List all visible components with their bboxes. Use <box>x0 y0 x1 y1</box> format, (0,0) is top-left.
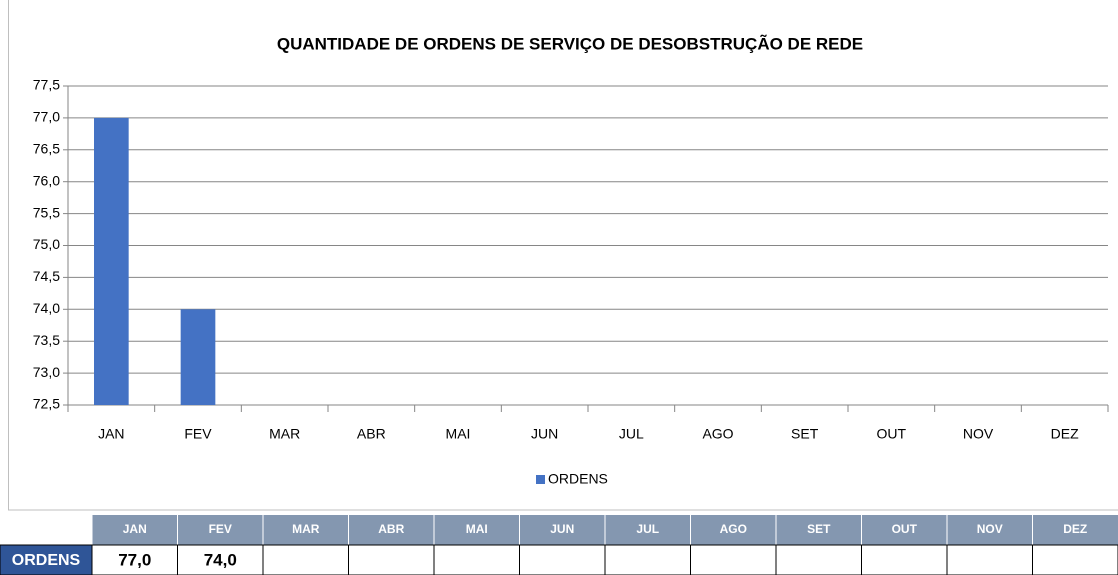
y-tick-label: 73,5 <box>33 332 60 348</box>
table-cell <box>861 544 948 575</box>
table-header: MAR <box>292 522 320 536</box>
x-tick-label: DEZ <box>1051 426 1079 442</box>
y-tick-label: 75,5 <box>33 204 60 220</box>
x-tick-label: AGO <box>702 426 733 442</box>
chart-title: QUANTIDADE DE ORDENS DE SERVIÇO DE DESOB… <box>277 33 863 53</box>
y-tick-label: 76,0 <box>33 172 60 188</box>
table-header: MAI <box>466 522 488 536</box>
y-tick-label: 77,5 <box>33 77 60 93</box>
table-header: FEV <box>209 522 232 536</box>
table-cell <box>433 544 520 575</box>
table-cell <box>1032 544 1118 575</box>
table-header: JUN <box>550 522 574 536</box>
table-cell <box>348 544 435 575</box>
table-header: ABR <box>378 522 404 536</box>
table-header: JAN <box>123 522 147 536</box>
legend-swatch <box>536 475 545 484</box>
bar <box>94 117 129 406</box>
y-tick-label: 74,0 <box>33 300 60 316</box>
table-cell <box>775 544 862 575</box>
bar <box>180 309 216 405</box>
y-tick-label: 75,0 <box>33 236 60 252</box>
table-cell <box>177 544 264 575</box>
row-header-bg <box>0 544 93 575</box>
table-value: 74,0 <box>204 550 237 569</box>
y-tick-label: 77,0 <box>33 109 60 125</box>
x-tick-label: JAN <box>98 426 124 442</box>
table-header: DEZ <box>1063 522 1087 536</box>
y-tick-label: 72,5 <box>33 396 60 412</box>
y-tick-label: 74,5 <box>33 268 60 284</box>
table-cell <box>946 544 1033 575</box>
table-cell <box>262 544 349 575</box>
table-header: JUL <box>636 522 659 536</box>
table-cell <box>519 544 606 575</box>
x-tick-label: MAI <box>446 426 471 442</box>
x-tick-label: JUN <box>531 426 558 442</box>
table-header: SET <box>807 522 831 536</box>
x-tick-label: FEV <box>184 426 212 442</box>
row-header: ORDENS <box>12 552 81 569</box>
table-header: OUT <box>892 522 918 536</box>
x-tick-label: SET <box>791 426 819 442</box>
x-tick-label: ABR <box>357 426 386 442</box>
x-tick-label: JUL <box>619 426 644 442</box>
x-tick-label: NOV <box>963 426 994 442</box>
table-cell <box>690 544 777 575</box>
y-tick-label: 73,0 <box>33 364 60 380</box>
legend-label: ORDENS <box>548 471 608 487</box>
table-header: NOV <box>977 522 1003 536</box>
chart-area <box>8 0 1118 511</box>
table-value: 77,0 <box>118 550 151 569</box>
table-cell <box>604 544 691 575</box>
x-tick-label: OUT <box>877 426 907 442</box>
x-tick-label: MAR <box>269 426 300 442</box>
table-header: AGO <box>720 522 747 536</box>
y-tick-label: 76,5 <box>33 141 60 157</box>
